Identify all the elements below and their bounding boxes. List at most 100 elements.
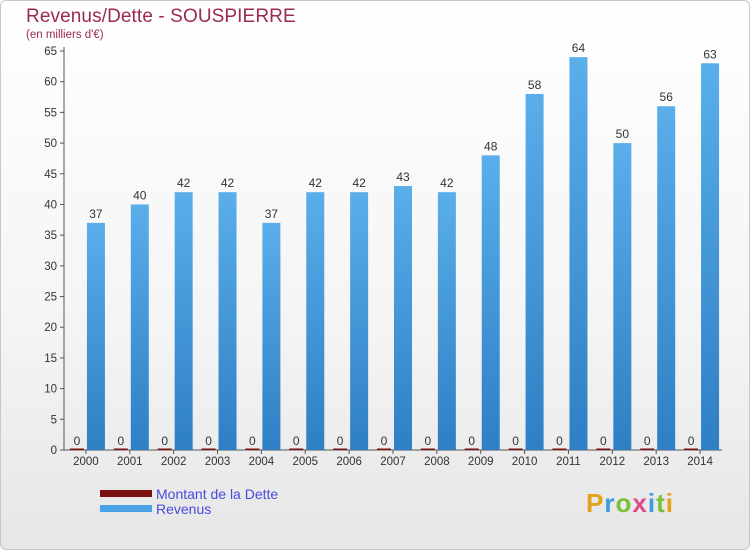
y-tick-label: 65 [44,46,57,58]
x-tick-label: 2008 [424,456,450,468]
data-label-dette: 0 [512,434,519,448]
data-label-revenus: 42 [309,176,323,190]
x-tick-label: 2000 [73,456,99,468]
data-label-dette: 0 [337,434,344,448]
bar-dette [377,448,391,450]
data-label-revenus: 37 [265,207,279,221]
bar-revenus [86,222,105,450]
y-tick-label: 30 [44,261,57,273]
y-tick-label: 45 [44,169,57,181]
data-label-dette: 0 [293,434,300,448]
legend-item-revenus: Revenus [100,500,278,517]
bar-revenus [657,106,676,450]
x-tick-label: 2006 [336,456,362,468]
legend-item-dette: Montant de la Dette [100,485,279,502]
x-tick-label: 2007 [380,456,406,468]
bar-dette [201,448,216,450]
bar-dette [684,448,699,450]
y-tick-label: 50 [44,138,57,150]
bar-dette [596,448,611,450]
data-label-revenus: 42 [177,176,191,190]
y-tick-label: 25 [44,292,57,304]
x-tick-label: 2012 [600,456,626,468]
x-tick-label: 2014 [687,456,713,468]
bar-revenus [481,155,500,450]
y-tick-label: 20 [44,322,57,334]
bar-revenus [394,186,412,451]
legend-label-revenus: Revenus [156,500,212,517]
y-tick-label: 15 [44,353,57,365]
data-label-dette: 0 [205,434,212,448]
chart-title: Revenus/Dette - SOUSPIERRE [26,6,296,27]
data-label-dette: 0 [425,434,432,448]
data-label-revenus: 43 [396,170,410,184]
bar-dette [640,448,655,450]
logo-letter: i [647,488,657,518]
bar-dette [69,448,84,450]
data-label-revenus: 42 [440,176,454,190]
x-tick-label: 2003 [205,456,231,468]
x-tick-label: 2009 [468,456,494,468]
data-label-dette: 0 [117,434,124,448]
bar-dette [464,448,479,450]
y-tick-label: 55 [44,107,57,119]
y-tick-label: 35 [44,230,57,242]
x-tick-label: 2005 [292,456,318,468]
data-label-revenus: 42 [352,176,366,190]
bar-dette [420,448,435,450]
y-tick-label: 0 [51,445,57,457]
legend-swatch-dette [100,490,152,497]
logo-letter: P [586,488,605,518]
data-label-revenus: 37 [89,207,103,221]
data-label-revenus: 48 [484,139,498,153]
bar-revenus [613,143,632,451]
data-label-dette: 0 [161,434,168,448]
bar-dette [157,448,172,450]
data-label-dette: 0 [74,434,81,448]
data-label-revenus: 50 [616,127,630,141]
bar-revenus [350,192,369,450]
bar-dette [289,448,304,450]
logo-letter: t [656,488,666,518]
data-label-revenus: 56 [660,90,674,104]
bar-dette [245,448,260,450]
data-label-dette: 0 [249,434,256,448]
y-tick-label: 60 [44,77,57,89]
logo-letter: x [632,488,648,518]
data-label-revenus: 42 [221,176,235,190]
logo-letter: r [604,488,616,518]
x-tick-label: 2004 [249,456,275,468]
y-tick-label: 40 [44,199,57,211]
data-label-revenus: 64 [572,41,586,55]
x-tick-label: 2010 [512,456,538,468]
y-tick-label: 5 [51,414,57,426]
bar-dette [552,448,567,450]
legend-label-dette: Montant de la Dette [156,485,279,502]
bar-revenus [701,63,720,451]
legend-swatch-revenus [100,505,152,512]
data-label-revenus: 63 [703,47,717,61]
bar-revenus [130,204,149,450]
bar-revenus [174,192,193,450]
x-tick-label: 2002 [161,456,187,468]
logo-letter: i [665,488,674,518]
data-label-dette: 0 [556,434,563,448]
bar-revenus [437,192,456,450]
bar-dette [333,448,348,450]
bar-dette [508,448,523,450]
bar-revenus [525,93,544,450]
y-tick-label: 10 [44,384,57,396]
logo-letter: o [615,488,633,518]
legend: Montant de la Dette Revenus [100,485,279,517]
bar-revenus [218,192,237,450]
data-label-dette: 0 [468,434,475,448]
x-tick-label: 2011 [556,456,581,468]
x-tick-label: 2013 [643,456,669,468]
bar-revenus [306,192,325,450]
proxiti-logo: Proxiti [586,488,674,519]
data-label-revenus: 58 [528,78,542,92]
data-label-revenus: 40 [133,188,147,202]
data-label-dette: 0 [688,434,695,448]
data-label-dette: 0 [600,434,607,448]
chart-subtitle: (en milliers d'€) [26,29,104,41]
